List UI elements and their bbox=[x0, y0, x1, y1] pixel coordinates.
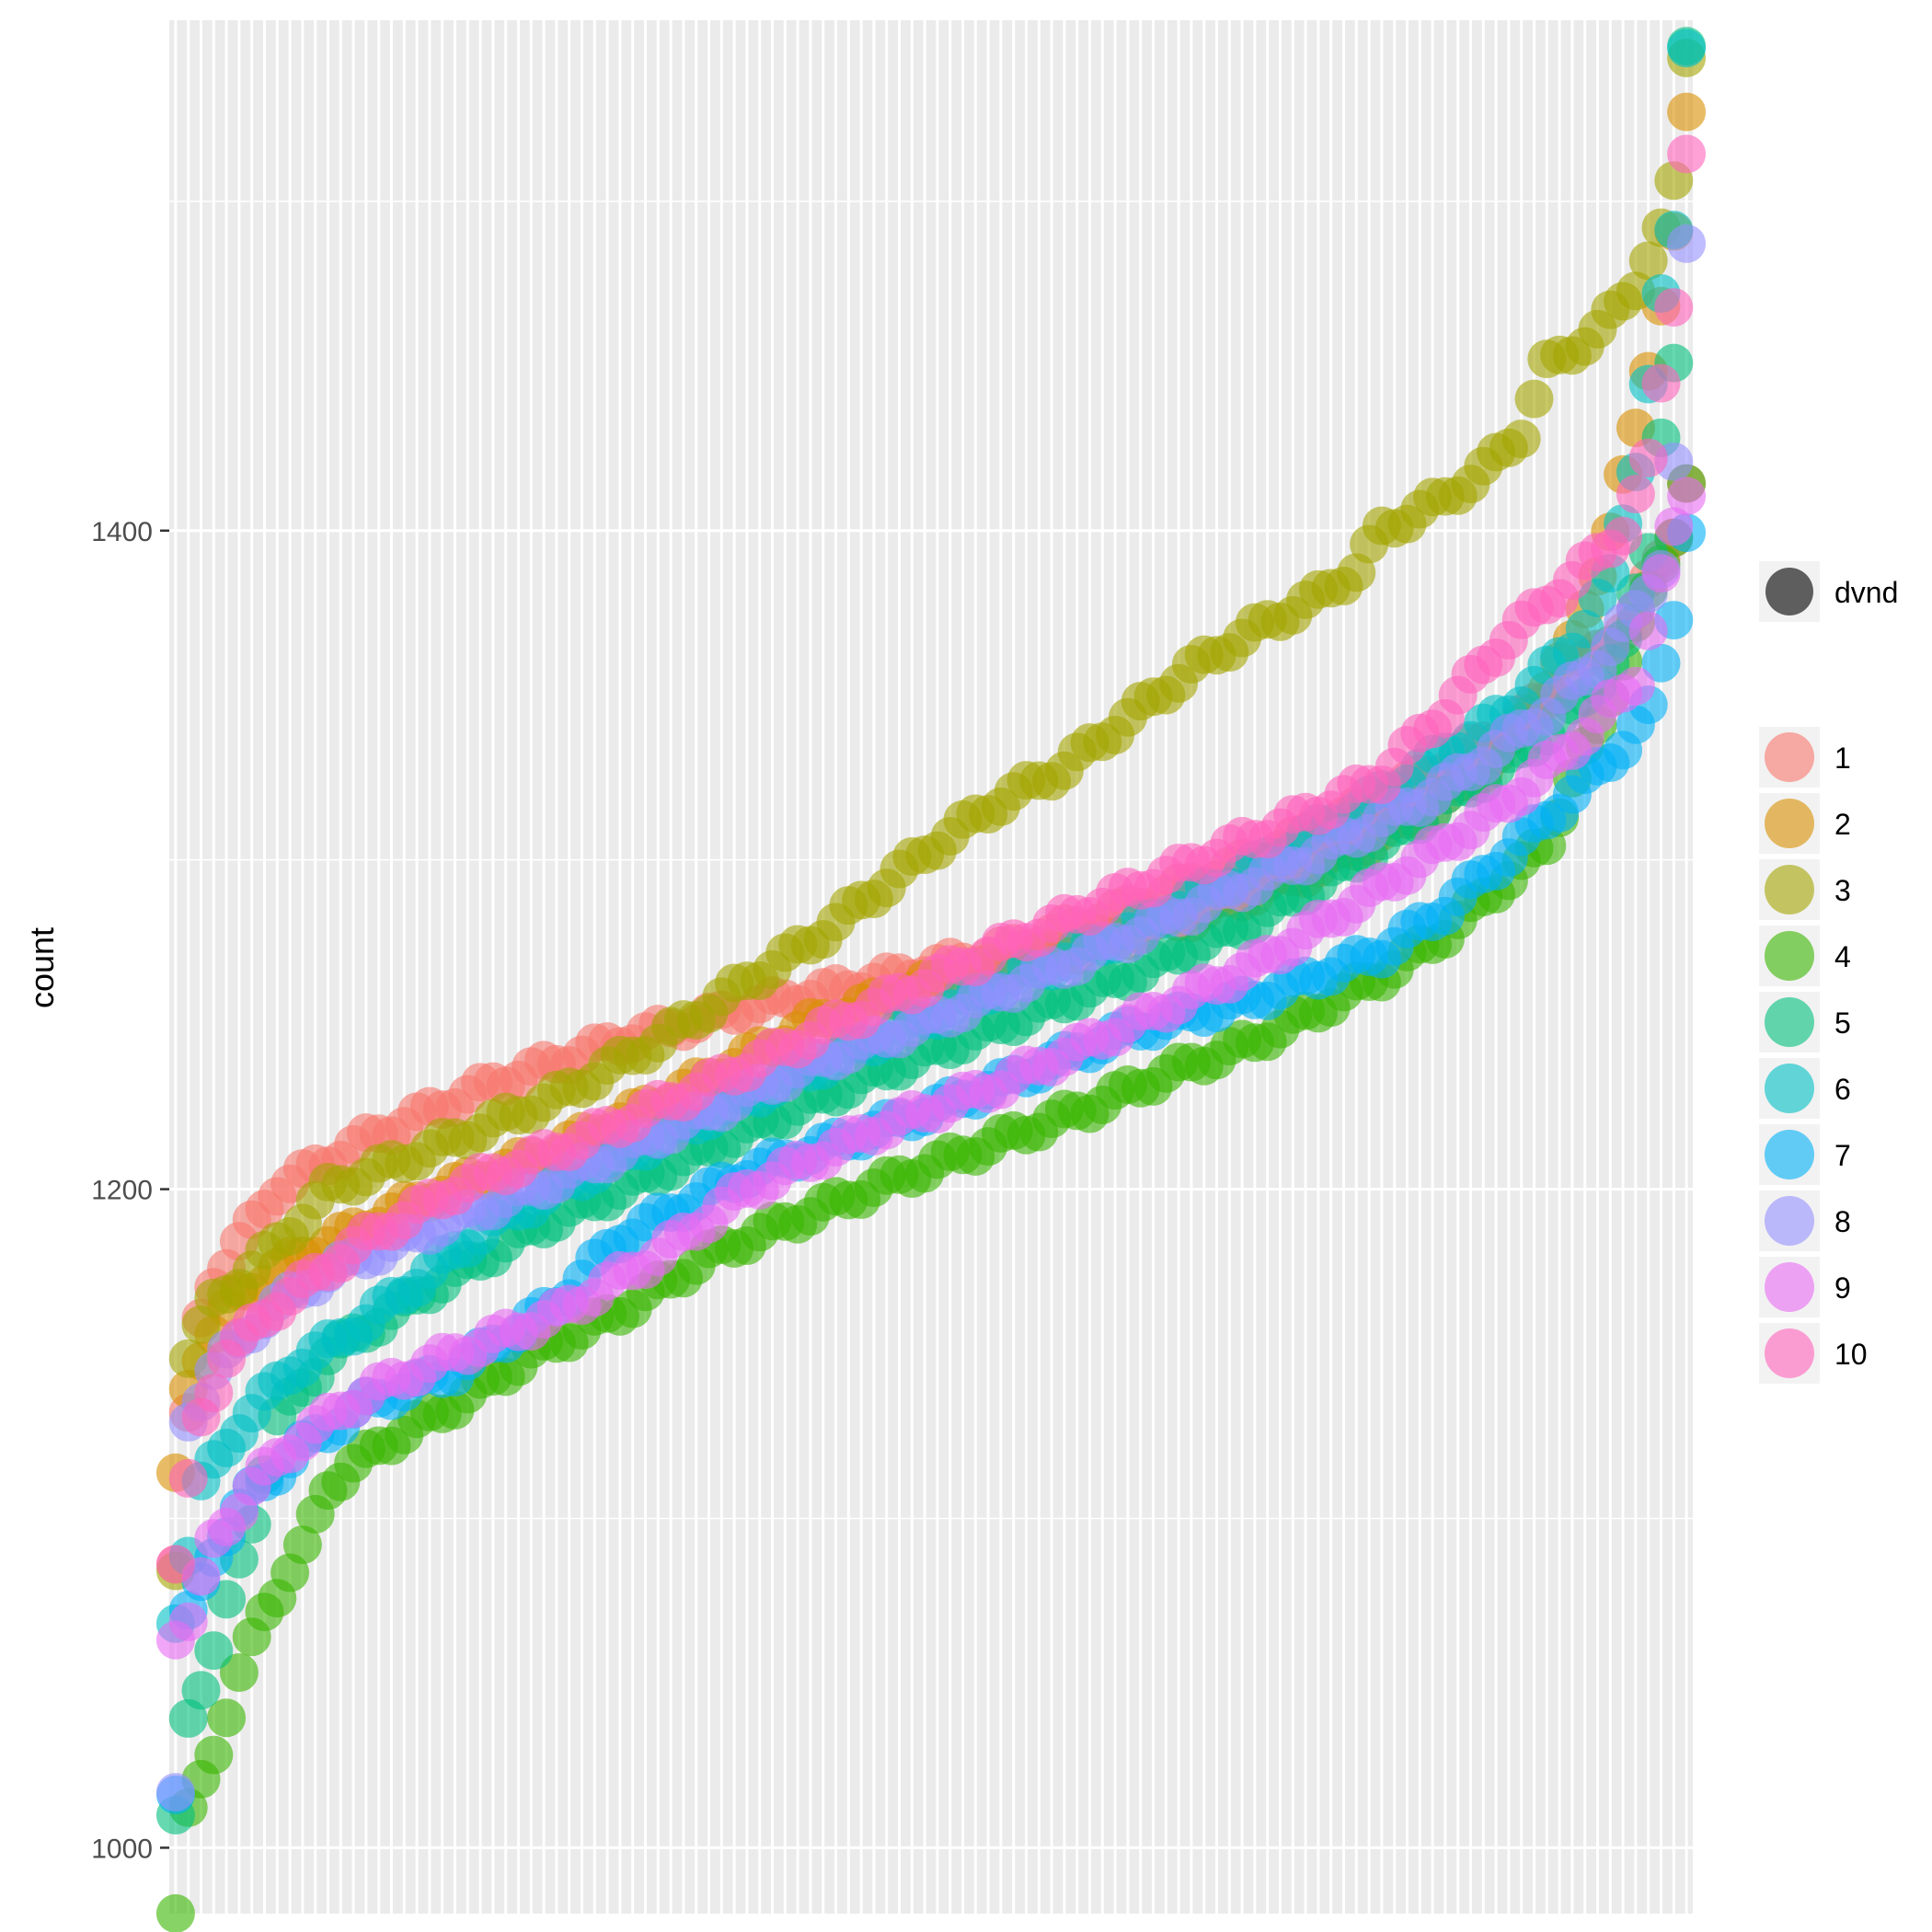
data-point bbox=[1501, 420, 1541, 459]
legend-swatch-6 bbox=[1765, 1064, 1814, 1113]
legend-swatch-1 bbox=[1765, 732, 1814, 782]
color-legend: 1 2 3 4 5 6 7 8 9 10 bbox=[1759, 727, 1868, 1384]
y-axis-title: count bbox=[23, 927, 61, 1008]
y-tick-label: 1200 bbox=[91, 1176, 153, 1206]
data-point bbox=[155, 1773, 195, 1812]
legend-swatch-10 bbox=[1765, 1328, 1814, 1378]
legend-swatch-2 bbox=[1765, 799, 1814, 848]
legend-swatch-9 bbox=[1765, 1262, 1814, 1312]
data-point bbox=[181, 1671, 221, 1710]
data-point bbox=[194, 1631, 234, 1671]
data-point bbox=[1667, 134, 1707, 174]
data-point bbox=[282, 1525, 322, 1565]
size-legend: dvnd bbox=[1759, 561, 1898, 622]
y-tick-label: 1400 bbox=[91, 517, 153, 547]
data-point bbox=[194, 1374, 234, 1413]
series-9 bbox=[155, 477, 1707, 1660]
data-point bbox=[1654, 288, 1694, 328]
data-point bbox=[194, 1735, 234, 1775]
data-point bbox=[1667, 224, 1707, 263]
data-point bbox=[1616, 475, 1655, 514]
data-points bbox=[155, 27, 1707, 1932]
legend-label: 9 bbox=[1834, 1271, 1851, 1305]
data-point bbox=[1628, 611, 1668, 650]
data-point bbox=[1641, 554, 1681, 593]
legend-swatch-5 bbox=[1765, 997, 1814, 1047]
series-3 bbox=[155, 39, 1707, 1591]
legend-label: 3 bbox=[1834, 874, 1851, 907]
series-10 bbox=[155, 134, 1707, 1584]
data-point bbox=[1667, 477, 1707, 516]
legend-swatch-4 bbox=[1765, 931, 1814, 981]
data-point bbox=[1604, 516, 1643, 556]
data-point bbox=[219, 1652, 259, 1692]
legend-label: 6 bbox=[1834, 1073, 1851, 1106]
data-point bbox=[168, 1602, 208, 1641]
legend-swatch-7 bbox=[1765, 1130, 1814, 1179]
y-axis: 1000 1200 1400 bbox=[91, 517, 169, 1864]
data-point bbox=[155, 1893, 195, 1932]
data-point bbox=[168, 1458, 208, 1498]
data-point bbox=[1628, 241, 1668, 281]
legend-label: 10 bbox=[1834, 1338, 1868, 1371]
legend-label: 1 bbox=[1834, 742, 1851, 775]
data-point bbox=[207, 1698, 247, 1738]
size-legend-dot bbox=[1765, 568, 1813, 615]
data-point bbox=[155, 1545, 195, 1584]
size-legend-label: dvnd bbox=[1834, 576, 1898, 609]
data-point bbox=[1667, 29, 1707, 68]
data-point bbox=[1628, 438, 1668, 477]
legend-label: 2 bbox=[1834, 808, 1851, 841]
legend-label: 7 bbox=[1834, 1139, 1851, 1172]
legend-swatch-8 bbox=[1765, 1196, 1814, 1246]
y-tick-label: 1000 bbox=[91, 1834, 153, 1864]
data-point bbox=[1514, 379, 1554, 419]
legend-label: 4 bbox=[1834, 940, 1851, 973]
data-point bbox=[1667, 92, 1707, 132]
legend-label: 8 bbox=[1834, 1205, 1851, 1238]
data-point bbox=[1654, 507, 1694, 546]
data-point bbox=[1641, 363, 1681, 403]
data-point bbox=[1641, 643, 1681, 683]
legend-label: 5 bbox=[1834, 1006, 1851, 1040]
legend-swatch-3 bbox=[1765, 865, 1814, 914]
data-point bbox=[1616, 666, 1655, 706]
